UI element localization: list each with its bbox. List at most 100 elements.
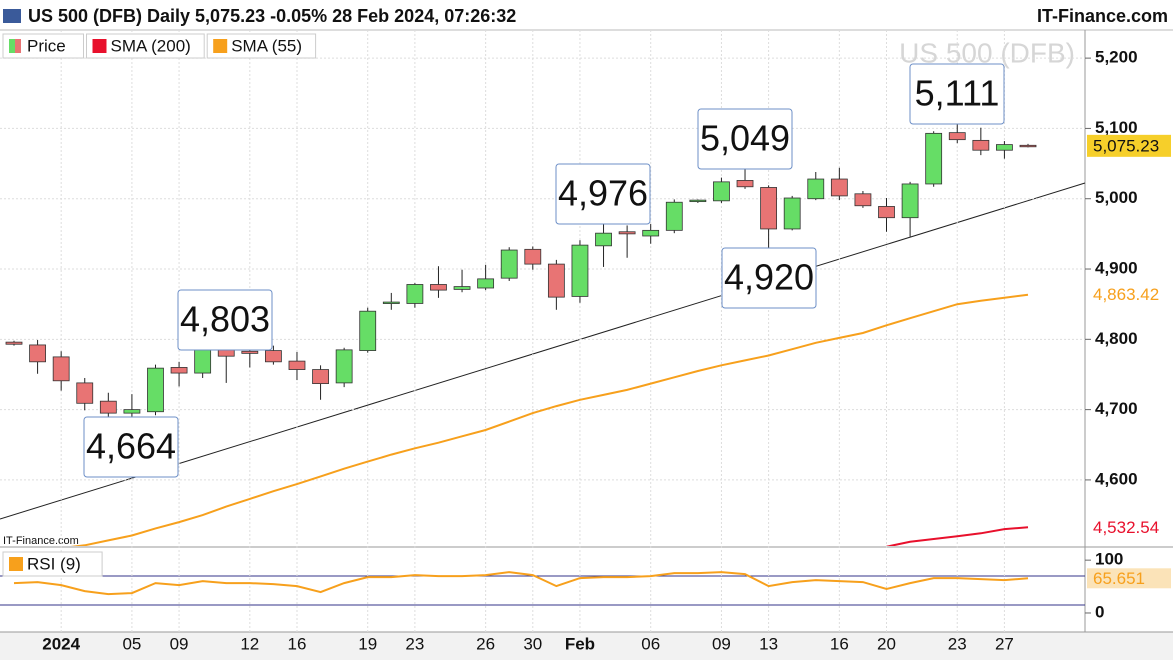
- panel: [0, 57, 1085, 546]
- x-tick-label: 06: [641, 634, 660, 653]
- trend-line: [0, 182, 1086, 520]
- candle-body: [595, 232, 612, 247]
- y-tick-label: 0: [1095, 602, 1104, 621]
- legend-swatch: [9, 39, 15, 53]
- series-line: [13, 571, 1029, 596]
- annotation-box: [697, 108, 793, 170]
- x-tick-label: 26: [476, 634, 495, 653]
- annotation-label: 4,976: [558, 173, 648, 214]
- y-tick-label: 4,700: [1095, 399, 1138, 418]
- x-tick-label: 30: [523, 634, 542, 653]
- candle-body: [359, 310, 377, 351]
- annotation-label: 4,920: [724, 257, 814, 298]
- legend-label: SMA (55): [231, 36, 302, 55]
- y-tick-label: 100: [1095, 550, 1123, 569]
- candle-body: [147, 367, 164, 413]
- legend-swatch: [9, 557, 23, 571]
- last-value-label: 4,532.54: [1093, 518, 1159, 537]
- candle-body: [312, 369, 329, 385]
- candle-body: [477, 278, 495, 289]
- candle-body: [52, 356, 70, 382]
- legend-label: Price: [27, 36, 66, 55]
- last-value-label: 4,863.42: [1093, 285, 1159, 304]
- x-tick-label: 12: [240, 634, 259, 653]
- candle-body: [713, 181, 730, 202]
- chart-title: US 500 (DFB) Daily 5,075.23 -0.05% 28 Fe…: [28, 6, 516, 26]
- candle-body: [1019, 144, 1037, 148]
- candle-body: [99, 400, 117, 414]
- panel: [13, 571, 1029, 596]
- series-line: [70, 293, 1029, 546]
- legend-label: RSI (9): [27, 554, 81, 573]
- x-tick-label: 27: [995, 634, 1014, 653]
- x-tick-label: Feb: [565, 634, 595, 653]
- x-tick-label: 09: [170, 634, 189, 653]
- y-axis-band: [1085, 30, 1173, 632]
- legend-swatch: [15, 39, 21, 53]
- candle-body: [642, 229, 660, 237]
- x-tick-label: 20: [877, 634, 896, 653]
- annotation-label: 5,049: [700, 118, 790, 159]
- y-tick-label: 5,200: [1095, 48, 1138, 67]
- legend-swatch: [92, 39, 107, 53]
- x-tick-label: 13: [759, 634, 778, 653]
- candle-body: [335, 349, 353, 384]
- annotation-box: [721, 247, 817, 309]
- series-line: [886, 526, 1029, 546]
- source: IT-Finance.com: [1037, 6, 1168, 26]
- candle-body: [996, 144, 1013, 151]
- annotation-box: [909, 63, 1005, 125]
- last-value-label: 65.651: [1093, 569, 1145, 588]
- candle-body: [76, 382, 94, 404]
- candle-body: [430, 284, 447, 291]
- y-tick-label: 5,100: [1095, 118, 1138, 137]
- candle-body: [878, 206, 895, 219]
- y-tick-label: 4,800: [1095, 329, 1138, 348]
- candle-body: [524, 248, 542, 265]
- candle-body: [571, 244, 589, 297]
- candle-body: [854, 193, 872, 207]
- candle-body: [29, 344, 46, 363]
- x-tick-label: 2024: [42, 634, 80, 653]
- annotation-box: [177, 289, 273, 351]
- candle-body: [500, 249, 518, 279]
- y-tick-label: 5,000: [1095, 188, 1138, 207]
- annotation-label: 4,664: [86, 426, 176, 467]
- candle-body: [760, 187, 778, 230]
- candle-body: [547, 263, 565, 298]
- y-tick-label: 4,900: [1095, 259, 1138, 278]
- legend-label: SMA (200): [111, 36, 191, 55]
- candle-body: [689, 199, 707, 203]
- candle-body: [170, 367, 188, 374]
- watermark: US 500 (DFB): [899, 37, 1075, 68]
- candle-body: [901, 183, 919, 219]
- x-tick-label: 16: [830, 634, 849, 653]
- candle-body: [406, 284, 424, 304]
- candle-body: [264, 350, 282, 363]
- candle-body: [948, 132, 966, 141]
- candle-body: [830, 178, 848, 197]
- x-tick-label: 23: [948, 634, 967, 653]
- x-tick-label: 23: [405, 634, 424, 653]
- y-tick-label: 4,600: [1095, 469, 1138, 488]
- x-tick-label: 09: [712, 634, 731, 653]
- candle-body: [123, 409, 141, 414]
- candle-body: [736, 180, 754, 188]
- candle-body: [807, 178, 825, 200]
- candle-body: [925, 132, 943, 185]
- annotation-label: 5,111: [915, 73, 1000, 114]
- x-tick-label: 19: [358, 634, 377, 653]
- candle-body: [241, 350, 259, 354]
- annotation-box: [555, 163, 651, 225]
- candle-body: [618, 231, 636, 235]
- candle-body: [665, 201, 683, 231]
- x-tick-label: 16: [288, 634, 307, 653]
- candle-body: [382, 301, 400, 304]
- last-price-box: [1087, 134, 1171, 157]
- x-axis-band: [0, 632, 1173, 660]
- candle-body: [288, 360, 306, 370]
- logo: [3, 9, 21, 23]
- candle-body: [5, 341, 23, 345]
